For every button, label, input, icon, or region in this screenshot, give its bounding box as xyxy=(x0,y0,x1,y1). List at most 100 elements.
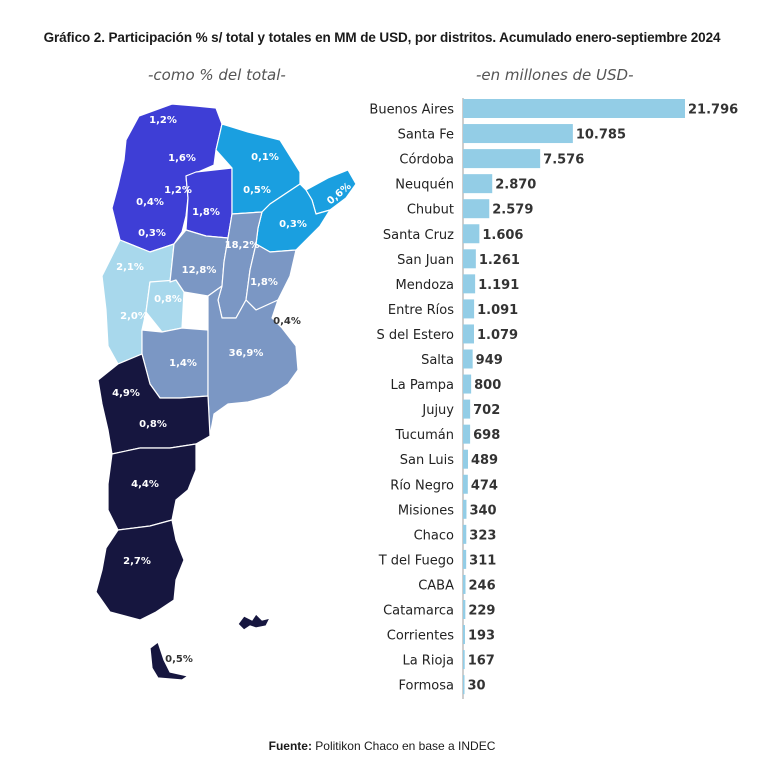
map-percent-label: 1,2% xyxy=(164,185,192,196)
bar-value-label: 1.606 xyxy=(482,228,523,243)
map-percent-label: 0,3% xyxy=(279,219,307,230)
bar xyxy=(463,149,541,169)
map-region-chubut xyxy=(107,443,197,531)
bar-value-label: 30 xyxy=(468,679,486,694)
bar xyxy=(463,224,480,244)
bar-category-label: T del Fuego xyxy=(378,553,454,568)
bar-category-label: San Luis xyxy=(400,453,454,468)
bar-value-label: 2.579 xyxy=(492,203,533,218)
bar-category-label: Córdoba xyxy=(399,153,454,168)
map-percent-label: 0,3% xyxy=(138,228,166,239)
bar xyxy=(463,99,685,118)
bar-category-label: Chaco xyxy=(414,528,454,543)
bar-value-label: 21.796 xyxy=(688,103,738,118)
bar-value-label: 702 xyxy=(473,403,500,418)
source-text: Politikon Chaco en base a INDEC xyxy=(311,739,496,753)
map-percent-label: 2,7% xyxy=(123,556,151,567)
map-region-buenosaires xyxy=(207,285,299,437)
map-percent-label: 0,4% xyxy=(136,197,164,208)
map-region-malvinas xyxy=(237,613,271,631)
bar-category-label: CABA xyxy=(418,578,454,593)
bar-value-label: 1.261 xyxy=(479,253,520,268)
bar-value-label: 1.091 xyxy=(477,303,518,318)
bar-category-label: Misiones xyxy=(398,503,454,518)
bar-category-label: Santa Cruz xyxy=(383,228,454,243)
map-percent-label: 2,1% xyxy=(116,262,144,273)
map-percent-label: 0,8% xyxy=(154,294,182,305)
bar xyxy=(463,524,467,544)
bar-value-label: 246 xyxy=(469,578,496,593)
bar xyxy=(463,625,465,645)
bar-value-label: 229 xyxy=(468,604,495,619)
bar-value-label: 323 xyxy=(469,528,496,543)
bar-category-label: Corrientes xyxy=(387,629,454,644)
map-percent-label: 1,6% xyxy=(168,153,196,164)
bar-value-label: 193 xyxy=(468,629,495,644)
map-subtitle: -como % del total- xyxy=(148,66,286,84)
chart-title: Gráfico 2. Participación % s/ total y to… xyxy=(43,30,721,45)
bar-category-label: Neuquén xyxy=(395,178,454,193)
bar xyxy=(463,499,467,519)
bar-category-label: Catamarca xyxy=(383,604,454,619)
bar-category-label: Mendoza xyxy=(396,278,454,293)
bar xyxy=(463,574,466,594)
map-percent-label: 2,0% xyxy=(120,311,148,322)
map-percent-label: 18,2% xyxy=(225,240,260,251)
map-percent-label: 36,9% xyxy=(229,348,264,359)
bar-category-label: San Juan xyxy=(397,253,454,268)
bar xyxy=(463,299,475,319)
map-percent-label: 0,1% xyxy=(251,152,279,163)
map-region-tierradelfuego xyxy=(149,641,189,681)
bar-category-label: Buenos Aires xyxy=(369,103,454,118)
bar-value-label: 474 xyxy=(471,478,498,493)
bar-value-label: 1.079 xyxy=(477,328,518,343)
bar-category-label: Santa Fe xyxy=(398,128,454,143)
bar-value-label: 1.191 xyxy=(478,278,519,293)
bar-category-label: Chubut xyxy=(407,203,454,218)
bar xyxy=(463,549,467,569)
bar-value-label: 167 xyxy=(468,654,495,669)
bar xyxy=(463,249,476,269)
map-percent-label: 1,4% xyxy=(169,358,197,369)
bar-value-label: 10.785 xyxy=(576,128,626,143)
bar-value-label: 311 xyxy=(469,553,496,568)
map-percent-label: 1,2% xyxy=(149,115,177,126)
bar xyxy=(463,374,472,394)
map-percent-label: 1,8% xyxy=(250,277,278,288)
map-percent-label: 1,8% xyxy=(192,207,220,218)
source-label: Fuente: xyxy=(268,739,312,753)
map-percent-label: 0,4% xyxy=(273,316,301,327)
bar xyxy=(463,600,466,619)
bar-category-label: S del Estero xyxy=(377,328,455,343)
bars-subtitle: -en millones de USD- xyxy=(476,66,634,84)
map-percent-label: 12,8% xyxy=(182,265,217,276)
bar-category-label: La Pampa xyxy=(391,378,454,393)
bar xyxy=(463,424,471,444)
bar xyxy=(463,650,465,670)
bar-category-label: Salta xyxy=(421,353,454,368)
map-percent-label: 0,8% xyxy=(139,419,167,430)
bar-category-label: Río Negro xyxy=(390,478,454,493)
map-percent-label: 0,5% xyxy=(165,654,193,665)
bar xyxy=(463,274,476,294)
map-percent-label: 0,5% xyxy=(243,185,271,196)
bar-value-label: 800 xyxy=(474,378,501,393)
bar xyxy=(463,474,468,494)
bar xyxy=(463,324,474,344)
bar-value-label: 340 xyxy=(469,503,496,518)
bar xyxy=(463,675,465,695)
bar-category-label: Entre Ríos xyxy=(388,303,454,318)
bar xyxy=(463,449,468,469)
bar-value-label: 698 xyxy=(473,428,500,443)
bar xyxy=(463,174,493,194)
bar xyxy=(463,124,573,144)
source-note: Fuente: Politikon Chaco en base a INDEC xyxy=(0,739,764,753)
bar xyxy=(463,199,490,219)
bar-value-label: 2.870 xyxy=(495,178,536,193)
map-percent-label: 4,9% xyxy=(112,388,140,399)
bar-category-label: La Rioja xyxy=(402,654,454,669)
bar-value-label: 949 xyxy=(476,353,503,368)
bar-value-label: 489 xyxy=(471,453,498,468)
